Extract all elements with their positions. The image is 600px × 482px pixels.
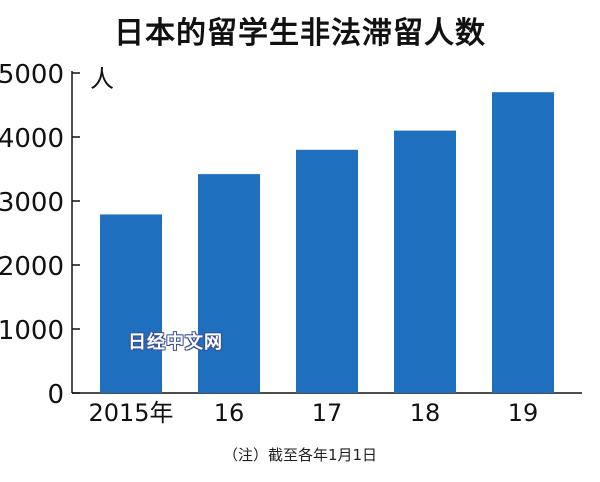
bar <box>394 130 456 393</box>
y-tick-label: 2000 <box>0 252 64 282</box>
y-tick-label: 1000 <box>0 316 64 346</box>
bar <box>198 174 260 393</box>
y-tick-label: 3000 <box>0 188 64 218</box>
chart-title: 日本的留学生非法滞留人数 <box>114 16 486 51</box>
y-tick-label: 0 <box>47 380 64 410</box>
bar <box>296 149 358 393</box>
x-tick-label: 17 <box>312 399 343 427</box>
x-tick-label: 19 <box>508 399 539 427</box>
bar <box>100 214 162 393</box>
bar <box>492 92 554 393</box>
x-tick-label: 2015年 <box>88 399 173 427</box>
y-tick-label: 4000 <box>0 124 64 154</box>
watermark-logo: 日经中文网 <box>128 332 223 353</box>
y-axis-unit-label: 人 <box>90 65 114 93</box>
chart-note: （注）截至各年1月1日 <box>222 446 378 464</box>
y-tick-label: 5000 <box>0 60 64 90</box>
x-tick-label: 16 <box>214 399 245 427</box>
x-tick-label: 18 <box>410 399 441 427</box>
